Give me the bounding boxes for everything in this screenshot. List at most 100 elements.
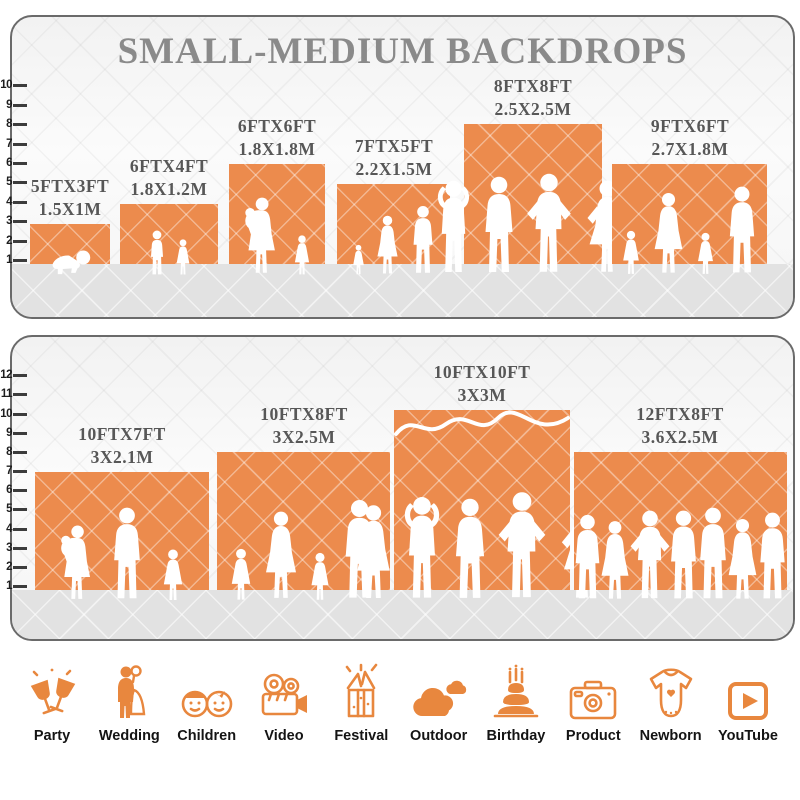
ruler-tick: 8: [0, 446, 27, 458]
child-silhouette: [695, 232, 716, 276]
tick-mark: [13, 507, 27, 511]
silhouettes: [612, 186, 767, 276]
man-silhouette: [479, 176, 519, 276]
newborn-icon: [644, 658, 698, 722]
ruler-number: 8: [6, 118, 12, 130]
size-ft: 5FTX3FT: [30, 176, 110, 197]
backdrop-size-label: 7FTX5FT 2.2X1.5M: [355, 135, 433, 180]
backdrop-size-label: 6FTX6FT 1.8X1.8M: [238, 115, 316, 160]
size-ft: 10FTX8FT: [260, 404, 348, 425]
ruler-number: 3: [6, 215, 12, 227]
category-label: Children: [177, 728, 237, 744]
backdrop-10x10: [394, 410, 570, 590]
tick-mark: [13, 450, 27, 454]
ruler-tick: 9: [0, 427, 27, 439]
ruler-number: 2: [6, 235, 12, 247]
ruler-number: 12: [0, 369, 12, 381]
tick-mark: [13, 83, 27, 87]
video-icon: [255, 658, 313, 722]
tick-mark: [13, 565, 27, 569]
panel-small-medium: SMALL-MEDIUM BACKDROPS 10 9 8 7 6 5 4 3 …: [0, 15, 795, 319]
category-label: YouTube: [718, 728, 778, 744]
backdrop-size-label: 9FTX6FT 2.7X1.8M: [651, 115, 729, 160]
ruler-number: 10: [0, 408, 12, 420]
backdrop-size-label: 10FTX10FT 3X3M: [434, 361, 531, 406]
size-m: 2.7X1.8M: [651, 138, 729, 159]
birthday-icon: [489, 658, 543, 722]
ruler-tick: 6: [0, 157, 27, 169]
boy-silhouette: [147, 230, 167, 276]
girl-silhouette: [174, 239, 192, 276]
arms-up-silhouette: [430, 178, 477, 276]
ruler-tick: 7: [0, 465, 27, 477]
size-m: 3X2.5M: [272, 426, 336, 447]
tick-mark: [13, 161, 27, 165]
category-video: Video: [252, 658, 316, 744]
tick-mark: [13, 258, 27, 262]
backdrop-6x6: [229, 164, 325, 264]
ruler-tick: 3: [0, 542, 27, 554]
tick-mark: [13, 122, 27, 126]
size-m: 2.2X1.5M: [355, 158, 433, 179]
tick-mark: [13, 546, 27, 550]
ruler-number: 9: [6, 99, 12, 111]
girl-silhouette: [620, 230, 642, 276]
category-row: Party Wedding Children: [0, 658, 800, 744]
silhouettes: [394, 490, 570, 602]
size-ft: 7FTX5FT: [354, 136, 434, 157]
ruler-tick: 10: [0, 79, 27, 91]
man-silhouette: [753, 512, 792, 602]
ruler-number: 9: [6, 427, 12, 439]
girl-silhouette: [228, 548, 254, 602]
category-label: Wedding: [98, 728, 160, 744]
ruler-tick: 6: [0, 484, 27, 496]
category-children: Children: [175, 658, 239, 744]
backdrop-9x6: [612, 164, 767, 264]
size-m: 1.5X1M: [38, 198, 102, 219]
ruler-tick: 4: [0, 196, 27, 208]
hands-on-hips-silhouette: [521, 172, 577, 276]
category-label: Festival: [334, 728, 389, 744]
ruler-number: 4: [6, 196, 12, 208]
size-ft: 9FTX6FT: [650, 116, 730, 137]
category-label: Birthday: [486, 728, 546, 744]
woman-silhouette: [352, 504, 395, 602]
size-ft: 10FTX7FT: [78, 424, 166, 445]
backdrop-size-label: 12FTX8FT 3.6X2.5M: [636, 403, 724, 448]
tick-mark: [13, 373, 27, 377]
category-birthday: Birthday: [484, 658, 548, 744]
backdrop-size-label: 8FTX8FT 2.5X2.5M: [494, 75, 572, 120]
children-icon: [176, 658, 238, 722]
size-m: 1.8X1.2M: [130, 178, 208, 199]
ruler-tick: 9: [0, 99, 27, 111]
page-title: SMALL-MEDIUM BACKDROPS: [117, 31, 688, 72]
backdrop-size-label: 5FTX3FT 1.5X1M: [31, 175, 109, 220]
silhouettes: [229, 196, 325, 276]
product-icon: [565, 658, 621, 722]
backdrop-10x7: [35, 472, 209, 590]
outdoor-icon: [410, 658, 468, 722]
category-label: Video: [264, 728, 304, 744]
ruler-number: 2: [6, 561, 12, 573]
ruler-tick: 2: [0, 235, 27, 247]
backdrop-7x5: [337, 184, 450, 264]
category-label: Outdoor: [410, 728, 468, 744]
girl-silhouette: [160, 549, 186, 602]
arms-up-silhouette: [396, 494, 448, 602]
tick-mark: [13, 219, 27, 223]
man-silhouette: [108, 507, 146, 602]
size-m: 2.5X2.5M: [494, 98, 572, 119]
ruler-number: 6: [6, 157, 12, 169]
category-label: Product: [565, 728, 621, 744]
category-label: Party: [33, 728, 71, 744]
ruler-tick: 7: [0, 138, 27, 150]
man-silhouette: [449, 498, 491, 602]
woman-silhouette: [261, 510, 301, 602]
ruler-tick: 1: [0, 580, 27, 592]
panel-medium-large: 12 11 10 9 8 7 6 5 4 3 2 1 10FTX7FT 3X2.…: [0, 335, 795, 641]
girl-silhouette: [292, 235, 312, 276]
ruler-number: 1: [6, 580, 12, 592]
ruler-number: 11: [0, 388, 13, 400]
category-festival: Festival: [329, 658, 393, 744]
ruler-number: 4: [6, 523, 12, 535]
